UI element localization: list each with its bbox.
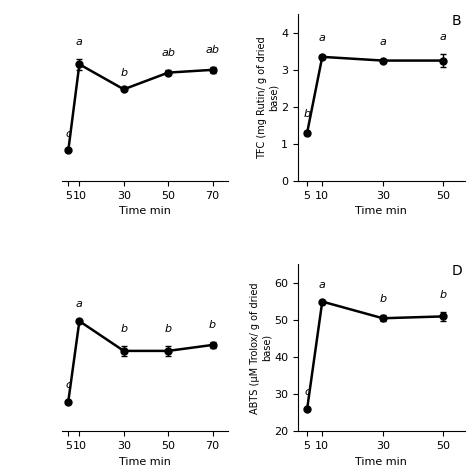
Text: b: b <box>440 290 447 300</box>
Text: b: b <box>303 109 310 119</box>
Text: c: c <box>65 380 72 390</box>
Text: b: b <box>164 324 172 335</box>
Text: ab: ab <box>206 46 219 55</box>
Y-axis label: ABTS (μM Trolox/ g of dried
base): ABTS (μM Trolox/ g of dried base) <box>250 282 272 414</box>
X-axis label: Time min: Time min <box>356 456 407 466</box>
Y-axis label: TFC (mg Rutin/ g of dried
base): TFC (mg Rutin/ g of dried base) <box>257 36 278 159</box>
Text: a: a <box>319 33 326 43</box>
Text: a: a <box>319 280 326 290</box>
Text: c: c <box>65 129 72 139</box>
Text: ab: ab <box>161 48 175 58</box>
Text: a: a <box>379 37 386 47</box>
Text: b: b <box>379 293 386 304</box>
Text: b: b <box>120 68 128 78</box>
Text: b: b <box>209 320 216 330</box>
Text: D: D <box>451 264 462 279</box>
Text: a: a <box>76 300 83 310</box>
X-axis label: Time min: Time min <box>119 206 171 216</box>
X-axis label: Time min: Time min <box>119 456 171 466</box>
X-axis label: Time min: Time min <box>356 206 407 216</box>
Text: c: c <box>304 387 310 397</box>
Text: b: b <box>120 324 128 335</box>
Text: B: B <box>451 14 461 28</box>
Text: a: a <box>440 32 447 42</box>
Text: a: a <box>76 37 83 47</box>
